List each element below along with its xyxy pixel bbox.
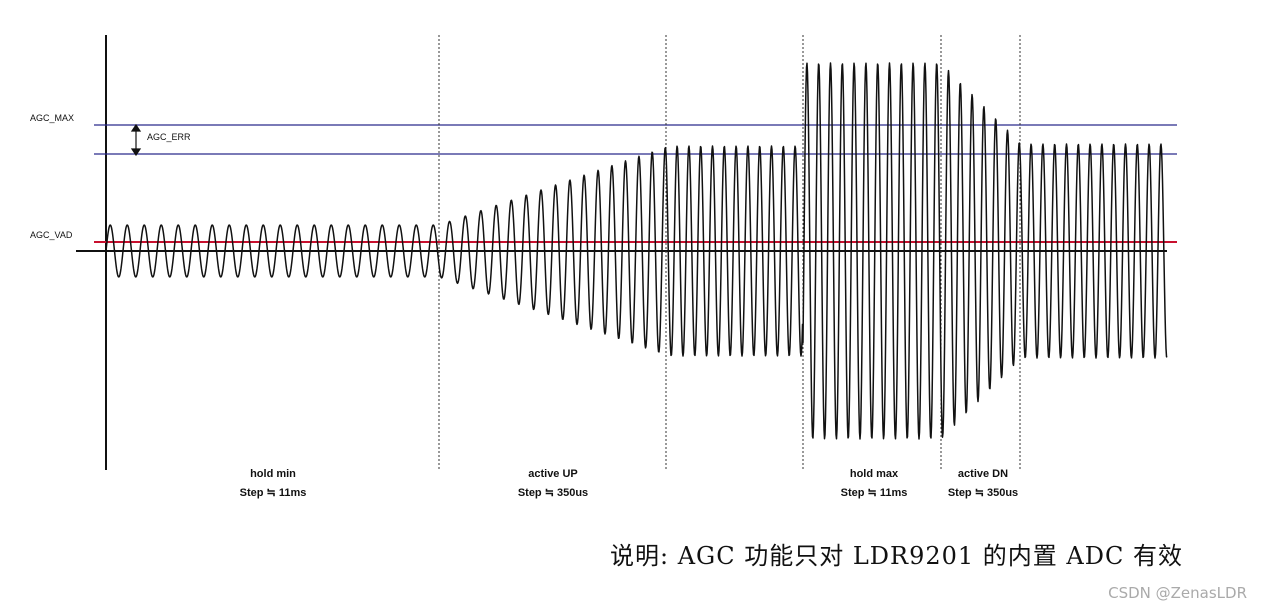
phase-active-up-label: active UP <box>528 468 578 480</box>
phase-active-dn-label: active DN <box>958 468 1008 480</box>
phase-hold-min-step: Step ≒ 11ms <box>240 487 307 499</box>
phase-hold-max-label: hold max <box>850 468 899 480</box>
agc-vad-label: AGC_VAD <box>30 230 73 240</box>
agc-err-label: AGC_ERR <box>147 132 191 142</box>
agc-err-arrow-icon <box>130 123 142 157</box>
phase-hold-min-label: hold min <box>250 468 296 480</box>
agc-max-label: AGC_MAX <box>30 113 74 123</box>
watermark: CSDN @ZenasLDR <box>1108 584 1247 602</box>
phase-active-up-step: Step ≒ 350us <box>518 487 588 499</box>
phase-hold-max-step: Step ≒ 11ms <box>841 487 908 499</box>
agc-signal-waveform <box>105 62 1168 440</box>
phase-active-dn-step: Step ≒ 350us <box>948 487 1018 499</box>
caption: 说明: AGC 功能只对 LDR9201 的内置 ADC 有效 <box>610 542 1183 570</box>
